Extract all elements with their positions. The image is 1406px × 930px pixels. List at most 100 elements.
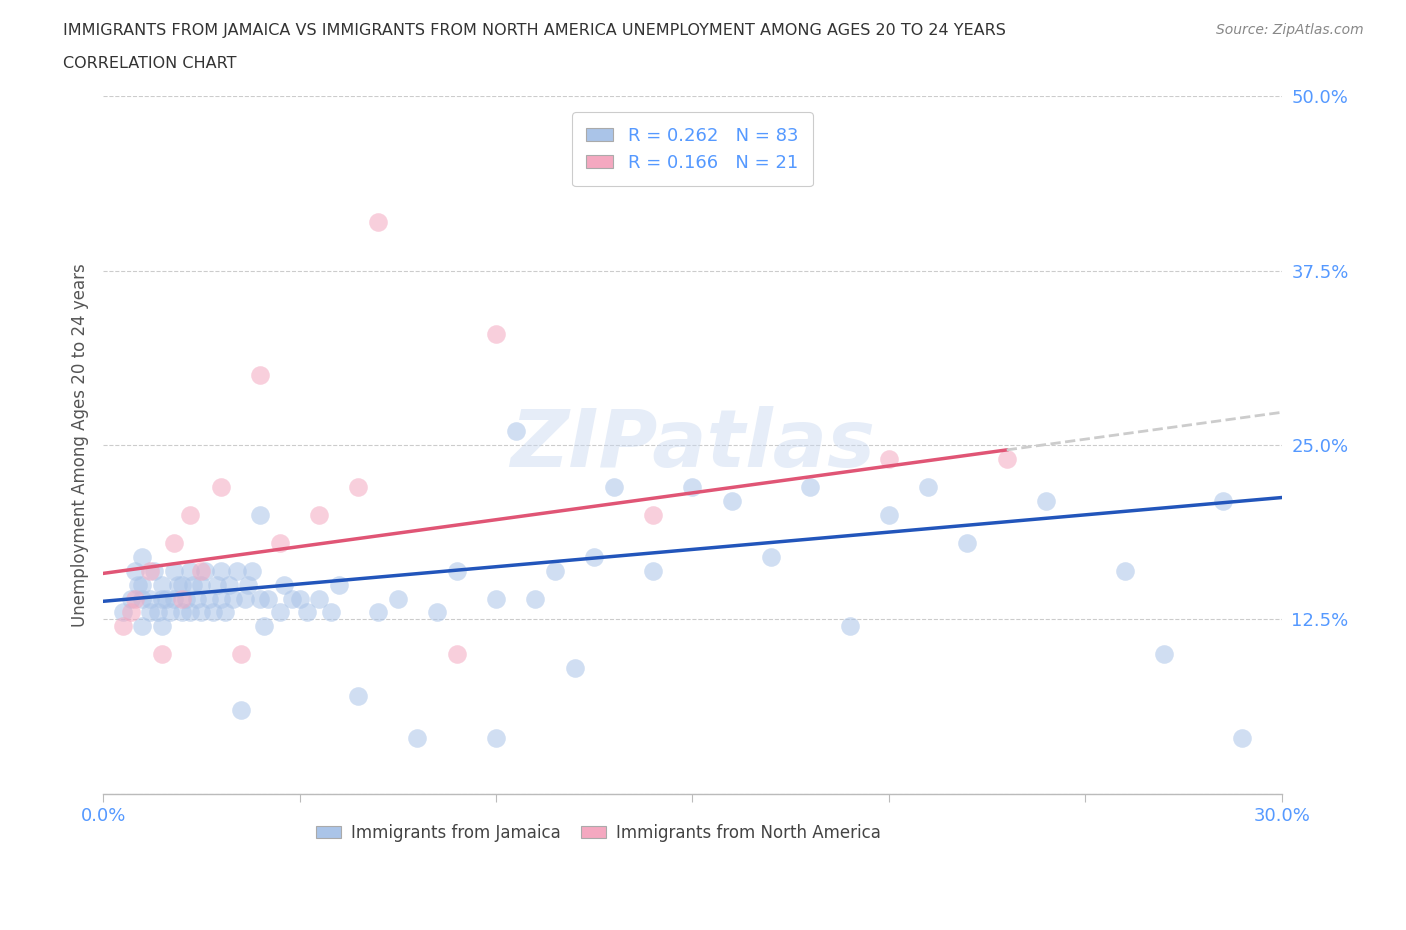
Point — [170, 605, 193, 620]
Point — [179, 508, 201, 523]
Point — [186, 591, 208, 606]
Point — [170, 578, 193, 592]
Point — [720, 494, 742, 509]
Point — [238, 578, 260, 592]
Point — [308, 508, 330, 523]
Point — [179, 564, 201, 578]
Point — [174, 591, 197, 606]
Point — [759, 550, 782, 565]
Point — [209, 564, 232, 578]
Point — [159, 605, 181, 620]
Point — [273, 578, 295, 592]
Point — [139, 605, 162, 620]
Point — [214, 605, 236, 620]
Text: CORRELATION CHART: CORRELATION CHART — [63, 56, 236, 71]
Point — [249, 508, 271, 523]
Text: ZIPatlas: ZIPatlas — [510, 406, 875, 485]
Point — [583, 550, 606, 565]
Point — [229, 647, 252, 662]
Point — [190, 564, 212, 578]
Point — [120, 605, 142, 620]
Point — [163, 536, 186, 551]
Point — [124, 591, 146, 606]
Point — [111, 605, 134, 620]
Point — [1212, 494, 1234, 509]
Legend: Immigrants from Jamaica, Immigrants from North America: Immigrants from Jamaica, Immigrants from… — [309, 817, 887, 848]
Point — [249, 591, 271, 606]
Point — [446, 647, 468, 662]
Point — [209, 591, 232, 606]
Point — [995, 452, 1018, 467]
Point — [131, 591, 153, 606]
Point — [163, 591, 186, 606]
Point — [838, 619, 860, 634]
Text: IMMIGRANTS FROM JAMAICA VS IMMIGRANTS FROM NORTH AMERICA UNEMPLOYMENT AMONG AGES: IMMIGRANTS FROM JAMAICA VS IMMIGRANTS FR… — [63, 23, 1007, 38]
Point — [170, 591, 193, 606]
Point — [131, 578, 153, 592]
Point — [544, 564, 567, 578]
Point — [564, 661, 586, 676]
Point — [155, 591, 177, 606]
Point — [387, 591, 409, 606]
Point — [643, 508, 665, 523]
Text: Source: ZipAtlas.com: Source: ZipAtlas.com — [1216, 23, 1364, 37]
Point — [485, 731, 508, 746]
Point — [956, 536, 979, 551]
Point — [111, 619, 134, 634]
Point — [218, 578, 240, 592]
Point — [917, 480, 939, 495]
Point — [249, 368, 271, 383]
Point — [131, 550, 153, 565]
Point — [202, 605, 225, 620]
Point — [347, 480, 370, 495]
Point — [1114, 564, 1136, 578]
Point — [194, 564, 217, 578]
Point — [877, 508, 900, 523]
Point — [297, 605, 319, 620]
Point — [150, 619, 173, 634]
Point — [799, 480, 821, 495]
Point — [209, 480, 232, 495]
Point — [179, 605, 201, 620]
Point — [280, 591, 302, 606]
Point — [225, 564, 247, 578]
Point — [257, 591, 280, 606]
Point — [146, 605, 169, 620]
Point — [150, 578, 173, 592]
Point — [367, 605, 389, 620]
Point — [190, 578, 212, 592]
Point — [131, 619, 153, 634]
Point — [505, 424, 527, 439]
Point — [367, 215, 389, 230]
Point — [643, 564, 665, 578]
Point — [1153, 647, 1175, 662]
Point — [319, 605, 342, 620]
Point — [347, 689, 370, 704]
Point — [1035, 494, 1057, 509]
Point — [143, 564, 166, 578]
Point — [190, 605, 212, 620]
Point — [233, 591, 256, 606]
Point — [139, 591, 162, 606]
Point — [524, 591, 547, 606]
Point — [198, 591, 221, 606]
Point — [253, 619, 276, 634]
Point — [222, 591, 245, 606]
Point — [183, 578, 205, 592]
Point — [163, 564, 186, 578]
Point — [328, 578, 350, 592]
Point — [242, 564, 264, 578]
Point — [127, 578, 149, 592]
Point — [269, 605, 291, 620]
Point — [681, 480, 703, 495]
Point — [446, 564, 468, 578]
Point — [120, 591, 142, 606]
Point — [205, 578, 228, 592]
Point — [406, 731, 429, 746]
Point — [877, 452, 900, 467]
Point — [485, 591, 508, 606]
Point — [603, 480, 626, 495]
Point — [150, 591, 173, 606]
Point — [308, 591, 330, 606]
Point — [229, 703, 252, 718]
